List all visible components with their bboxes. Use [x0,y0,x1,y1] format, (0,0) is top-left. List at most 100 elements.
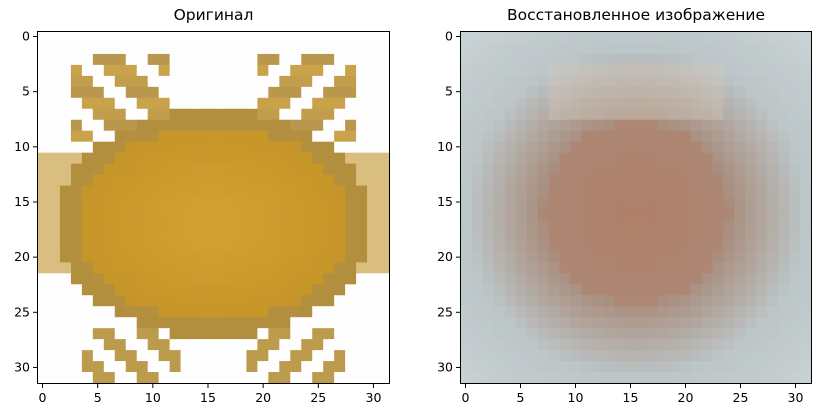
image-pixel [471,75,484,88]
image-pixel [70,372,83,383]
image-pixel [202,32,215,44]
image-pixel [279,207,291,220]
image-pixel [367,350,379,362]
image-pixel [482,317,495,329]
image-pixel [679,339,692,351]
image-pixel [213,372,226,383]
image-pixel [114,306,127,318]
image-pixel [482,328,495,340]
image-pixel [246,229,258,242]
image-pixel [235,295,248,307]
image-pixel [734,306,746,318]
image-pixel [81,196,94,209]
image-pixel [367,229,379,242]
image-pixel [493,240,506,252]
image-pixel [526,75,539,88]
image-pixel [279,361,291,373]
image-pixel [323,141,335,154]
image-pixel [235,317,248,329]
image-pixel [515,207,528,220]
image-pixel [504,372,517,383]
image-pixel [603,86,615,99]
image-pixel [603,328,615,340]
image-pixel [268,361,280,373]
image-pixel [246,251,258,263]
image-pixel [59,229,72,242]
image-pixel [537,339,550,351]
image-pixel [559,317,571,329]
image-pixel [767,152,779,165]
image-pixel [614,350,626,362]
image-pixel [103,53,116,66]
image-pixel [202,130,215,143]
image-pixel [378,174,389,187]
image-pixel [668,218,681,231]
image-pixel [537,97,550,110]
image-pixel [636,196,648,209]
image-pixel [114,361,127,373]
image-pixel [625,229,637,242]
image-pixel [581,196,593,209]
image-pixel [114,372,127,383]
image-pixel [778,339,790,351]
image-pixel [614,97,626,110]
image-pixel [636,86,648,99]
image-pixel [169,75,182,88]
image-pixel [701,306,714,318]
image-pixel [614,32,626,44]
image-pixel [701,273,714,285]
image-pixel [367,163,379,176]
image-pixel [246,53,258,66]
image-pixel [767,295,779,307]
image-pixel [169,207,182,220]
image-pixel [548,174,561,187]
image-pixel [603,251,615,263]
image-pixel [246,273,258,285]
image-pixel [559,273,571,285]
image-pixel [125,53,138,66]
image-pixel [581,328,593,340]
image-pixel [103,174,116,187]
image-pixel [756,251,768,263]
image-pixel [603,284,615,296]
image-pixel [224,262,237,274]
image-pixel [59,328,72,340]
image-pixel [657,240,670,252]
image-pixel [504,32,517,44]
image-pixel [657,339,670,351]
image-pixel [158,251,171,263]
image-pixel [92,361,105,373]
image-pixel [548,229,561,242]
image-pixel [180,32,193,44]
image-pixel [147,32,160,44]
image-pixel [136,339,149,351]
image-pixel [224,86,237,99]
image-pixel [690,97,703,110]
image-pixel [548,32,561,44]
y-tick-label: 10 [437,139,453,154]
image-pixel [800,119,811,132]
image-pixel [92,119,105,132]
image-pixel [800,42,811,55]
image-pixel [114,295,127,307]
image-pixel [92,174,105,187]
image-pixel [235,119,248,132]
image-pixel [367,86,379,99]
image-pixel [279,262,291,274]
image-pixel [504,207,517,220]
image-pixel [581,240,593,252]
image-pixel [789,130,801,143]
image-pixel [668,53,681,66]
image-pixel [48,119,61,132]
image-pixel [103,273,116,285]
image-pixel [38,317,50,329]
image-pixel [537,174,550,187]
image-pixel [526,53,539,66]
image-pixel [482,119,495,132]
image-pixel [114,251,127,263]
image-pixel [147,328,160,340]
image-pixel [657,108,670,121]
image-pixel [734,32,746,44]
image-pixel [312,86,324,99]
image-pixel [679,152,692,165]
